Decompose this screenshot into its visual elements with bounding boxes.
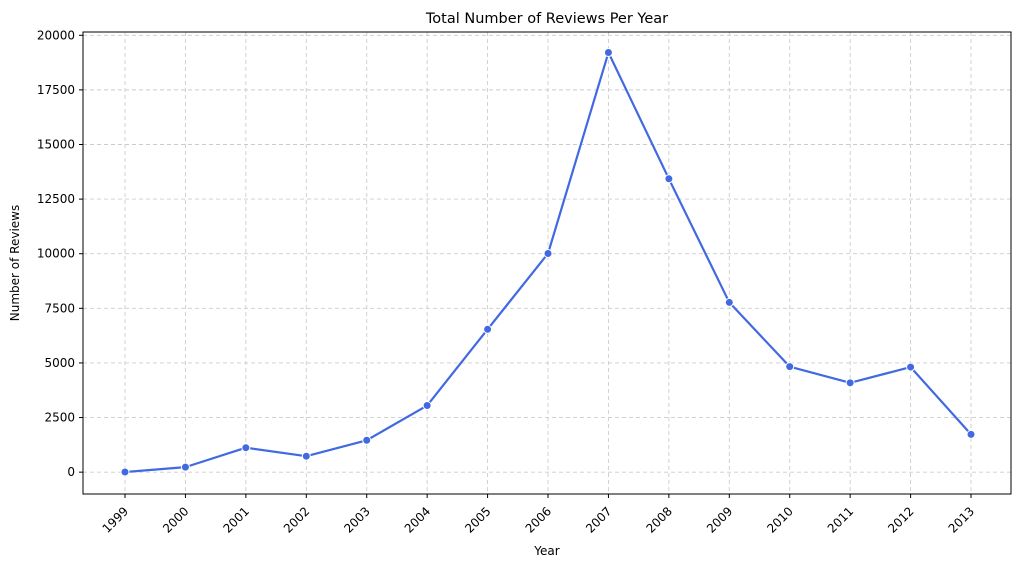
data-point (543, 248, 553, 258)
data-point (845, 378, 855, 388)
y-tick-label: 17500 (37, 83, 75, 97)
x-tick-label: 2002 (281, 504, 312, 535)
x-tick-label: 2013 (946, 504, 977, 535)
data-point (966, 429, 976, 439)
grid (83, 32, 1011, 494)
y-axis-label: Number of Reviews (8, 205, 22, 321)
series-line (124, 51, 972, 474)
x-tick-label: 2005 (462, 504, 493, 535)
data-point (603, 48, 613, 58)
y-tick-label: 12500 (37, 192, 75, 206)
x-tick-label: 2011 (825, 504, 856, 535)
data-point (301, 451, 311, 461)
y-tick-label: 0 (67, 465, 75, 479)
data-point (422, 401, 432, 411)
x-tick-label: 2012 (885, 504, 916, 535)
data-point (785, 362, 795, 372)
x-axis: 1999 2000 2001 2002 2003 2004 2005 2006 2007 2008… (100, 494, 977, 536)
y-tick-label: 15000 (37, 137, 75, 151)
x-tick-label: 2004 (402, 504, 433, 535)
x-tick-label: 1999 (100, 504, 131, 535)
data-point (724, 297, 734, 307)
x-tick-label: 2003 (341, 504, 372, 535)
x-tick-label: 2008 (643, 504, 674, 535)
x-tick-label: 2000 (160, 504, 191, 535)
plot-frame (82, 31, 1012, 495)
y-tick-label: 7500 (44, 301, 75, 315)
x-tick-label: 2006 (523, 504, 554, 535)
series-layer (120, 48, 976, 477)
data-point (120, 467, 130, 477)
data-point (483, 324, 493, 334)
y-tick-label: 5000 (44, 356, 75, 370)
x-tick-label: 2009 (704, 504, 735, 535)
x-tick-label: 2001 (220, 504, 251, 535)
y-tick-label: 20000 (37, 28, 75, 42)
data-point (362, 435, 372, 445)
x-tick-label: 2007 (583, 504, 614, 535)
y-axis: 0 2500 5000 7500 10000 12500 15000 17500 20000 (37, 28, 83, 479)
data-point (906, 362, 916, 372)
y-tick-label: 2500 (44, 411, 75, 425)
data-point (180, 462, 190, 472)
chart-title: Total Number of Reviews Per Year (425, 11, 668, 27)
x-tick-label: 2010 (764, 504, 795, 535)
y-tick-label: 10000 (37, 247, 75, 261)
x-axis-label: Year (533, 544, 559, 558)
data-point (241, 443, 251, 453)
data-point (664, 174, 674, 184)
